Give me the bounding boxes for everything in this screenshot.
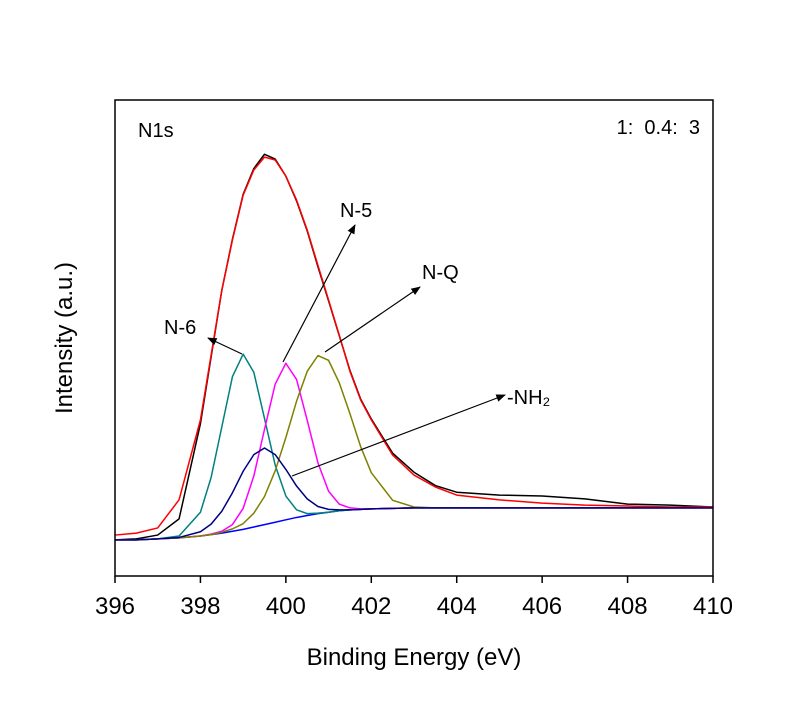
series-line bbox=[114, 156, 713, 536]
x-tick-label: 400 bbox=[266, 593, 306, 620]
annotation: N-5 bbox=[340, 200, 372, 222]
x-tick-label: 410 bbox=[693, 593, 733, 620]
arrow bbox=[207, 337, 243, 355]
x-tick-label: 406 bbox=[522, 593, 562, 620]
series-line bbox=[115, 447, 713, 541]
x-tick-label: 396 bbox=[95, 593, 135, 620]
series-line bbox=[114, 153, 714, 541]
series-line bbox=[115, 354, 713, 541]
arrow bbox=[324, 286, 421, 353]
arrow bbox=[282, 224, 356, 363]
annotation: N1s bbox=[138, 120, 174, 142]
x-axis-label: Binding Energy (eV) bbox=[307, 644, 522, 671]
x-tick-label: 398 bbox=[180, 593, 220, 620]
plot-area bbox=[114, 153, 714, 541]
annotation: 1: 0.4: 3 bbox=[617, 117, 700, 139]
x-tick-label: 408 bbox=[608, 593, 648, 620]
y-axis-label: Intensity (a.u.) bbox=[51, 262, 78, 414]
x-tick-label: 402 bbox=[351, 593, 391, 620]
annotation: N-6 bbox=[164, 317, 196, 339]
x-tick-label: 404 bbox=[437, 593, 477, 620]
annotation: N-Q bbox=[422, 262, 459, 284]
arrows bbox=[207, 224, 506, 477]
annotation: -NH₂ bbox=[507, 387, 550, 409]
arrow bbox=[291, 394, 506, 477]
plot-frame bbox=[114, 99, 714, 577]
series-line bbox=[115, 353, 713, 541]
